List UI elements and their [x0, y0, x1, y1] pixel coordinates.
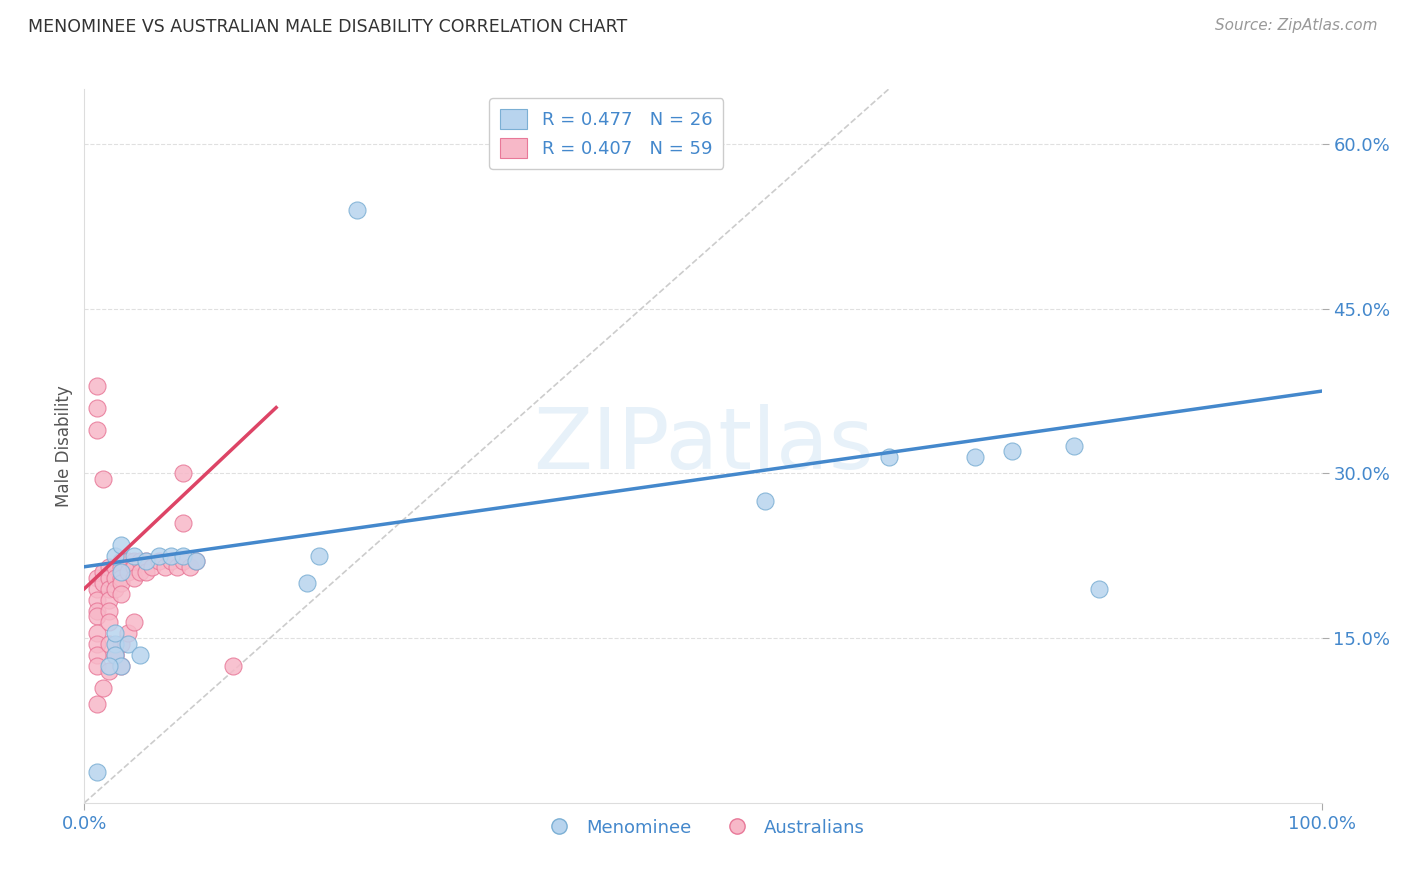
Point [184, 554, 207, 568]
Point [104, 549, 127, 563]
Point [172, 516, 194, 530]
Point [86, 648, 108, 662]
Point [110, 658, 132, 673]
Point [110, 658, 132, 673]
Legend: Menominee, Australians: Menominee, Australians [534, 812, 872, 844]
Point [91, 566, 114, 580]
Point [129, 554, 152, 568]
Point [86, 604, 108, 618]
Point [172, 467, 194, 481]
Point [98, 559, 121, 574]
Point [86, 658, 108, 673]
Point [91, 576, 114, 591]
Point [754, 494, 776, 508]
Point [86, 637, 108, 651]
Point [86, 401, 108, 415]
Point [122, 549, 145, 563]
Point [104, 648, 127, 662]
Point [129, 566, 152, 580]
Point [86, 378, 108, 392]
Point [148, 549, 170, 563]
Point [110, 571, 132, 585]
Point [117, 625, 139, 640]
Point [122, 559, 145, 574]
Point [98, 658, 121, 673]
Point [110, 576, 132, 591]
Point [104, 625, 127, 640]
Point [1001, 444, 1024, 458]
Point [135, 566, 157, 580]
Point [104, 559, 127, 574]
Point [86, 571, 108, 585]
Point [91, 472, 114, 486]
Point [86, 625, 108, 640]
Point [104, 648, 127, 662]
Point [308, 549, 330, 563]
Point [98, 664, 121, 678]
Point [117, 566, 139, 580]
Point [346, 202, 368, 217]
Point [153, 559, 176, 574]
Point [86, 582, 108, 596]
Point [98, 604, 121, 618]
Text: MENOMINEE VS AUSTRALIAN MALE DISABILITY CORRELATION CHART: MENOMINEE VS AUSTRALIAN MALE DISABILITY … [28, 18, 627, 36]
Point [110, 554, 132, 568]
Point [184, 554, 207, 568]
Point [179, 559, 201, 574]
Y-axis label: Male Disability: Male Disability [55, 385, 73, 507]
Point [117, 637, 139, 651]
Point [86, 423, 108, 437]
Point [172, 549, 194, 563]
Point [98, 582, 121, 596]
Point [117, 554, 139, 568]
Point [965, 450, 987, 464]
Point [160, 554, 183, 568]
Point [98, 592, 121, 607]
Point [129, 648, 152, 662]
Point [98, 637, 121, 651]
Point [86, 765, 108, 780]
Point [104, 637, 127, 651]
Point [98, 571, 121, 585]
Point [98, 615, 121, 629]
Point [877, 450, 900, 464]
Point [104, 571, 127, 585]
Point [104, 582, 127, 596]
Point [122, 571, 145, 585]
Point [295, 576, 318, 591]
Point [1063, 439, 1085, 453]
Point [86, 609, 108, 624]
Point [86, 592, 108, 607]
Point [122, 554, 145, 568]
Point [86, 697, 108, 711]
Point [104, 648, 127, 662]
Point [172, 554, 194, 568]
Point [110, 538, 132, 552]
Point [141, 559, 163, 574]
Point [110, 587, 132, 601]
Point [122, 615, 145, 629]
Point [135, 554, 157, 568]
Point [166, 559, 188, 574]
Point [135, 554, 157, 568]
Point [1088, 582, 1111, 596]
Point [110, 637, 132, 651]
Point [91, 681, 114, 695]
Point [160, 549, 183, 563]
Point [148, 554, 170, 568]
Point [110, 559, 132, 574]
Text: ZIPatlas: ZIPatlas [533, 404, 873, 488]
Text: Source: ZipAtlas.com: Source: ZipAtlas.com [1215, 18, 1378, 33]
Point [222, 658, 245, 673]
Point [110, 566, 132, 580]
